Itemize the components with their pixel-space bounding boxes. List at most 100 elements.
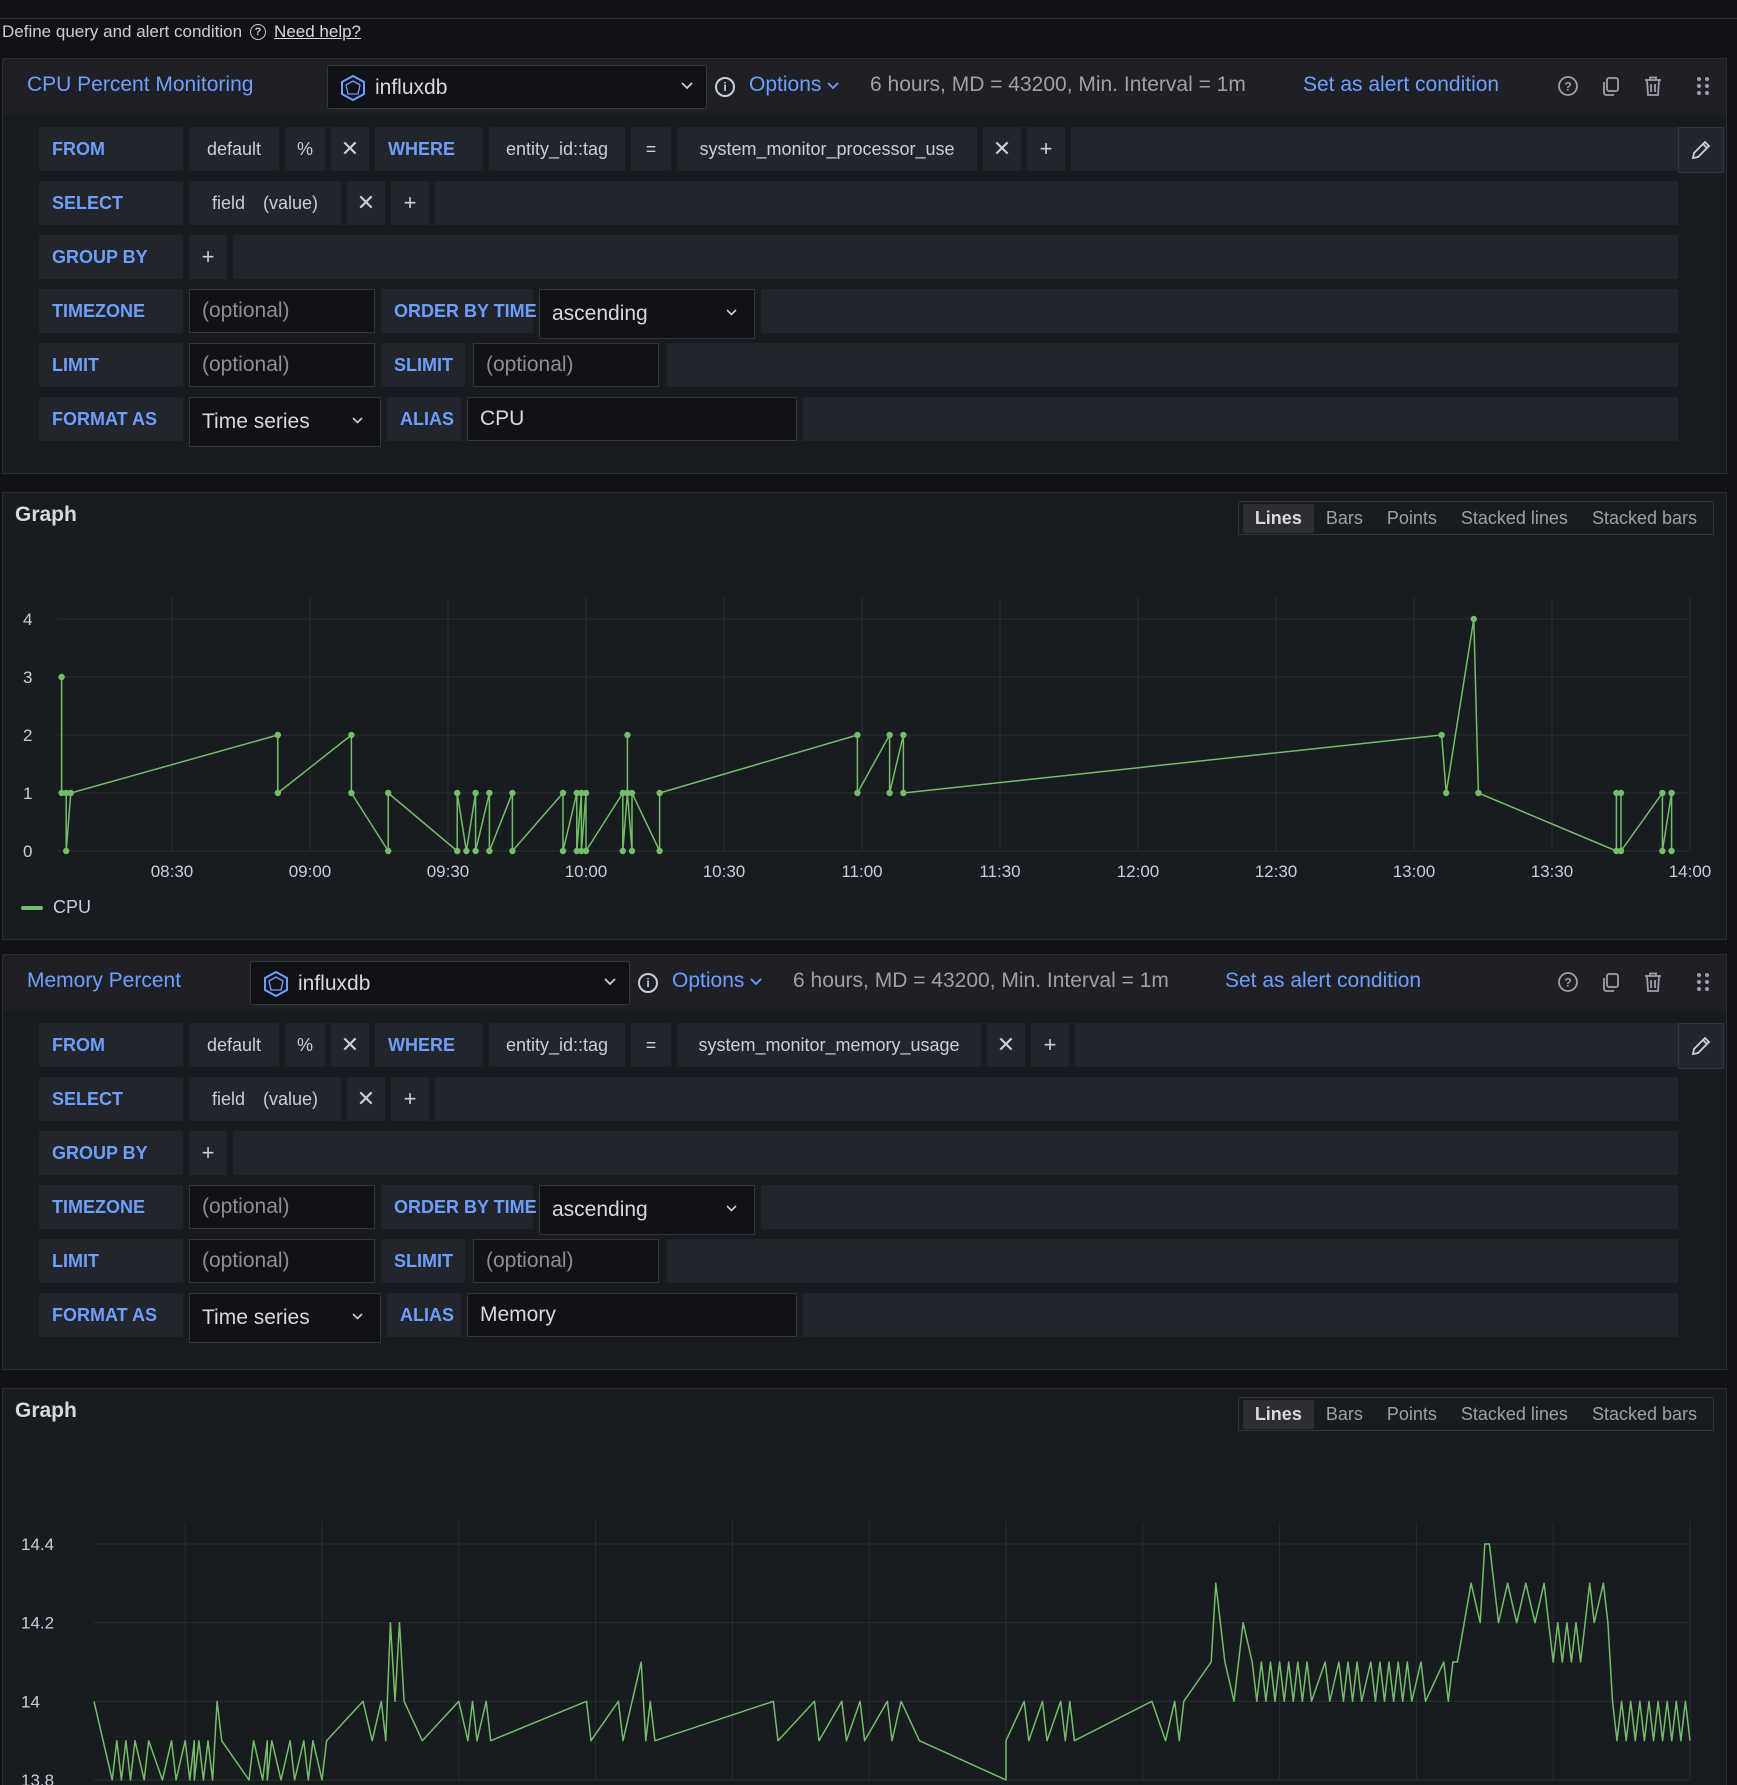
order-select[interactable]: ascending: [539, 1185, 755, 1235]
remove-condition-button[interactable]: ✕: [987, 1023, 1025, 1067]
data-point[interactable]: [1613, 789, 1620, 797]
edit-raw-query-button[interactable]: [1678, 127, 1724, 173]
data-point[interactable]: [385, 789, 392, 797]
data-point[interactable]: [509, 847, 516, 855]
timezone-input[interactable]: (optional): [189, 289, 375, 333]
data-point[interactable]: [578, 847, 585, 855]
datasource-select[interactable]: influxdb: [327, 65, 707, 109]
data-point[interactable]: [900, 731, 907, 739]
data-point[interactable]: [274, 789, 281, 797]
tag-key-segment[interactable]: entity_id::tag: [489, 127, 625, 171]
graph-type-stacked-lines[interactable]: Stacked lines: [1460, 1403, 1568, 1424]
retention-policy-segment[interactable]: default: [189, 1023, 279, 1067]
tag-value-segment[interactable]: system_monitor_memory_usage: [677, 1023, 981, 1067]
data-point[interactable]: [573, 847, 580, 855]
operator-segment[interactable]: =: [631, 127, 671, 171]
trash-icon[interactable]: [1642, 75, 1664, 97]
data-point[interactable]: [886, 731, 893, 739]
data-point[interactable]: [886, 789, 893, 797]
graph-type-lines[interactable]: Lines: [1242, 503, 1314, 533]
series-line-memory[interactable]: [93, 1543, 1691, 1781]
need-help-link[interactable]: Need help?: [274, 22, 362, 41]
remove-measurement-button[interactable]: ✕: [331, 1023, 369, 1067]
data-point[interactable]: [624, 789, 631, 797]
data-point[interactable]: [582, 847, 590, 855]
data-point[interactable]: [619, 847, 626, 855]
timezone-input[interactable]: (optional): [189, 1185, 375, 1229]
data-point[interactable]: [385, 847, 392, 855]
data-point[interactable]: [463, 847, 470, 855]
measurement-segment[interactable]: %: [285, 127, 325, 171]
data-point[interactable]: [656, 789, 663, 797]
set-alert-condition-button[interactable]: Set as alert condition: [1225, 969, 1422, 992]
data-point[interactable]: [578, 789, 585, 797]
options-toggle[interactable]: Options: [672, 969, 763, 993]
remove-condition-button[interactable]: ✕: [983, 127, 1021, 171]
field-segment[interactable]: field (value): [189, 1077, 341, 1121]
field-function[interactable]: field: [211, 192, 245, 213]
remove-measurement-button[interactable]: ✕: [331, 127, 369, 171]
data-point[interactable]: [559, 789, 567, 797]
data-point[interactable]: [1443, 789, 1450, 797]
drag-handle-icon[interactable]: [1692, 75, 1714, 97]
data-point[interactable]: [454, 789, 461, 797]
data-point[interactable]: [472, 847, 479, 855]
graph-type-stacked-lines[interactable]: Stacked lines: [1460, 507, 1568, 528]
duplicate-icon[interactable]: [1600, 971, 1622, 993]
data-point[interactable]: [1668, 789, 1675, 797]
field-function[interactable]: field: [211, 1088, 245, 1109]
slimit-input[interactable]: (optional): [473, 343, 659, 387]
alias-input[interactable]: CPU: [467, 397, 797, 441]
remove-field-button[interactable]: ✕: [347, 181, 385, 225]
query-title[interactable]: CPU Percent Monitoring: [27, 73, 254, 96]
duplicate-icon[interactable]: [1600, 75, 1622, 97]
add-condition-button[interactable]: +: [1027, 127, 1065, 171]
format-select[interactable]: Time series: [189, 397, 381, 447]
question-circle-icon[interactable]: ?: [1557, 75, 1579, 97]
data-point[interactable]: [348, 731, 355, 739]
data-point[interactable]: [1470, 615, 1478, 623]
data-point[interactable]: [348, 789, 355, 797]
data-point[interactable]: [1617, 789, 1625, 797]
graph-type-bars[interactable]: Bars: [1325, 1403, 1363, 1424]
data-point[interactable]: [63, 847, 70, 855]
edit-raw-query-button[interactable]: [1678, 1023, 1724, 1069]
data-point[interactable]: [854, 789, 861, 797]
trash-icon[interactable]: [1642, 971, 1664, 993]
data-point[interactable]: [58, 673, 65, 681]
add-group-by-button[interactable]: +: [189, 1131, 227, 1175]
datasource-select[interactable]: influxdb: [250, 961, 630, 1005]
field-argument[interactable]: (value): [263, 1088, 319, 1109]
data-point[interactable]: [1438, 731, 1445, 739]
data-point[interactable]: [628, 847, 636, 855]
retention-policy-segment[interactable]: default: [189, 127, 279, 171]
operator-segment[interactable]: =: [631, 1023, 671, 1067]
graph-type-bars[interactable]: Bars: [1325, 507, 1363, 528]
query-title[interactable]: Memory Percent: [27, 969, 182, 992]
info-icon[interactable]: i: [715, 77, 735, 97]
data-point[interactable]: [1617, 847, 1625, 855]
data-point[interactable]: [509, 789, 516, 797]
limit-input[interactable]: (optional): [189, 343, 375, 387]
data-point[interactable]: [624, 731, 631, 739]
data-point[interactable]: [1668, 847, 1675, 855]
add-field-button[interactable]: +: [391, 1077, 429, 1121]
field-argument[interactable]: (value): [263, 192, 319, 213]
data-point[interactable]: [582, 789, 590, 797]
data-point[interactable]: [559, 847, 567, 855]
data-point[interactable]: [628, 789, 636, 797]
graph-type-points[interactable]: Points: [1386, 1403, 1437, 1424]
data-point[interactable]: [656, 847, 663, 855]
add-group-by-button[interactable]: +: [189, 235, 227, 279]
limit-input[interactable]: (optional): [189, 1239, 375, 1283]
data-point[interactable]: [900, 789, 907, 797]
data-point[interactable]: [1475, 789, 1482, 797]
data-point[interactable]: [472, 789, 479, 797]
graph-type-stacked-bars[interactable]: Stacked bars: [1591, 507, 1697, 528]
remove-field-button[interactable]: ✕: [347, 1077, 385, 1121]
add-condition-button[interactable]: +: [1031, 1023, 1069, 1067]
slimit-input[interactable]: (optional): [473, 1239, 659, 1283]
options-toggle[interactable]: Options: [749, 73, 840, 97]
data-point[interactable]: [1659, 789, 1666, 797]
data-point[interactable]: [619, 789, 626, 797]
